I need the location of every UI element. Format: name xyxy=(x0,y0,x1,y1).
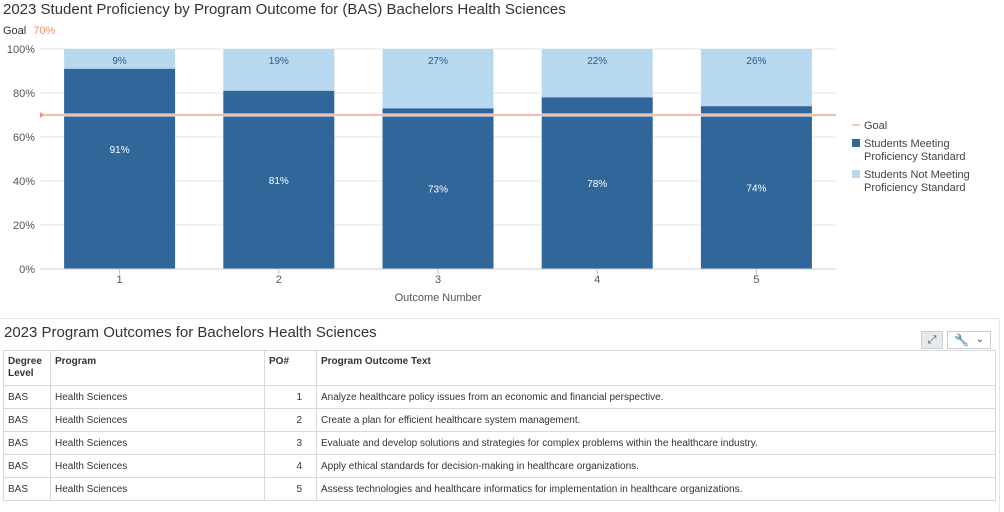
table-row: BAS Health Sciences 1 Analyze healthcare po… xyxy=(3,385,996,409)
expand-icon: ⤢ xyxy=(927,334,937,346)
data-label-meeting: 73% xyxy=(428,185,448,196)
cell-program: Health Sciences xyxy=(50,477,265,501)
table-row: BAS Health Sciences 3 Evaluate and develop … xyxy=(3,431,996,455)
data-label-not-meeting: 27% xyxy=(428,56,448,67)
cell-program: Health Sciences xyxy=(50,431,265,455)
table-row: BAS Health Sciences 2 Create a plan for eff… xyxy=(3,408,996,432)
legend-not-meeting-label-line2: Proficiency Standard xyxy=(864,182,966,194)
data-label-not-meeting: 19% xyxy=(269,56,289,67)
outcomes-table: Degree Level Program PO# Program Outcome… xyxy=(3,350,996,501)
cell-po-number: 5 xyxy=(264,477,317,501)
proficiency-chart: 0% 20% 40% 60% 80% 100% 9% 91% 1 19% 81% 2 27% 73% 3 22… xyxy=(7,44,970,304)
bar-meeting xyxy=(223,90,335,269)
bar-meeting xyxy=(64,68,176,269)
cell-degree: BAS xyxy=(3,385,51,409)
data-label-meeting: 74% xyxy=(746,184,766,195)
cell-degree: BAS xyxy=(3,408,51,432)
data-label-not-meeting: 26% xyxy=(746,56,766,67)
cell-po-number: 4 xyxy=(264,454,317,478)
table-row: BAS Health Sciences 5 Assess technologies a… xyxy=(3,477,996,501)
bar-not-meeting xyxy=(223,49,335,91)
cell-program: Health Sciences xyxy=(50,454,265,478)
table-panel xyxy=(0,318,1000,512)
legend-goal-label: Goal xyxy=(864,120,887,132)
legend-meeting-label-line1: Students Meeting xyxy=(864,138,950,150)
bar-not-meeting xyxy=(382,49,494,109)
bar-not-meeting xyxy=(64,49,176,69)
cell-outcome-text: Evaluate and develop solutions and strat… xyxy=(316,431,996,455)
cell-program: Health Sciences xyxy=(50,408,265,432)
bar-not-meeting xyxy=(541,49,653,98)
cell-po-number: 2 xyxy=(264,408,317,432)
wrench-icon: 🔧 xyxy=(954,333,969,347)
bar-meeting xyxy=(382,108,494,270)
data-label-meeting: 81% xyxy=(269,176,289,187)
cell-degree: BAS xyxy=(3,431,51,455)
header-po-number[interactable]: PO# xyxy=(264,350,317,386)
cell-po-number: 1 xyxy=(264,385,317,409)
legend-not-meeting-label-line1: Students Not Meeting xyxy=(864,169,970,181)
x-tick-label: 1 xyxy=(117,274,123,286)
table-row: BAS Health Sciences 4 Apply ethical standar… xyxy=(3,454,996,478)
data-label-meeting: 78% xyxy=(587,179,607,190)
header-outcome-text[interactable]: Program Outcome Text xyxy=(316,350,996,386)
table-header-row: Degree Level Program PO# Program Outcome… xyxy=(3,350,996,386)
header-degree-level[interactable]: Degree Level xyxy=(3,350,51,386)
chevron-down-icon: ⌄ xyxy=(975,334,984,345)
cell-outcome-text: Create a plan for efficient healthcare s… xyxy=(316,408,996,432)
cell-degree: BAS xyxy=(3,477,51,501)
legend-meeting-label-line2: Proficiency Standard xyxy=(864,151,966,163)
legend-not-meeting-swatch xyxy=(852,170,860,178)
x-tick-label: 2 xyxy=(276,274,282,286)
expand-button[interactable]: ⤢ xyxy=(921,331,943,349)
y-tick-label: 40% xyxy=(13,176,35,188)
cell-outcome-text: Apply ethical standards for decision-mak… xyxy=(316,454,996,478)
y-tick-label: 0% xyxy=(19,264,35,276)
x-axis-label: Outcome Number xyxy=(395,292,482,304)
legend-meeting-swatch xyxy=(852,139,860,147)
y-tick-label: 20% xyxy=(13,220,35,232)
cell-po-number: 3 xyxy=(264,431,317,455)
cell-outcome-text: Analyze healthcare policy issues from an… xyxy=(316,385,996,409)
goal-marker xyxy=(40,112,44,118)
table-title: 2023 Program Outcomes for Bachelors Heal… xyxy=(4,324,377,341)
data-label-meeting: 91% xyxy=(110,145,130,156)
cell-outcome-text: Assess technologies and healthcare infor… xyxy=(316,477,996,501)
header-program[interactable]: Program xyxy=(50,350,265,386)
chart-title: 2023 Student Proficiency by Program Outc… xyxy=(3,1,566,18)
bar-not-meeting xyxy=(700,49,812,107)
bar-meeting xyxy=(700,106,812,269)
y-tick-label: 60% xyxy=(13,132,35,144)
y-tick-label: 80% xyxy=(13,88,35,100)
goal-label: Goal 70% xyxy=(3,25,55,37)
goal-value: 70% xyxy=(33,25,56,37)
cell-program: Health Sciences xyxy=(50,385,265,409)
bar-meeting xyxy=(541,97,653,270)
x-tick-label: 3 xyxy=(435,274,441,286)
x-tick-label: 4 xyxy=(594,274,600,286)
cell-degree: BAS xyxy=(3,454,51,478)
data-label-not-meeting: 9% xyxy=(112,56,127,67)
tools-menu-button[interactable]: 🔧 ⌄ xyxy=(947,331,991,349)
y-tick-label: 100% xyxy=(7,44,35,56)
x-tick-label: 5 xyxy=(753,274,759,286)
data-label-not-meeting: 22% xyxy=(587,56,607,67)
goal-label-text: Goal xyxy=(3,25,27,37)
